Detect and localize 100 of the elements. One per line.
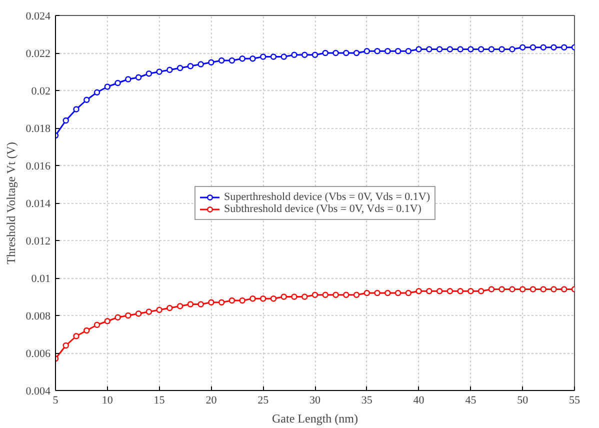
x-tick-label: 20 [206,394,218,406]
y-tick-label: 0.012 [26,236,50,248]
point [530,286,536,292]
point [250,296,256,302]
point [156,306,162,313]
point [135,74,142,80]
point [176,303,184,310]
point [509,286,516,292]
point [187,301,194,308]
x-tick-label: 5 [52,394,59,406]
x-axis-title: Gate Length (nm) [272,412,358,426]
point [436,46,443,52]
point [550,44,557,50]
point [530,44,536,50]
point [520,286,526,292]
y-tick-label: 0.006 [26,348,51,360]
point [416,46,422,52]
point [478,288,484,294]
point [260,296,266,302]
point [146,70,152,77]
point [125,312,132,319]
point [446,46,454,52]
point [260,54,266,60]
point [374,48,380,54]
point [374,290,380,296]
x-tick-label: 15 [154,394,166,406]
point [561,286,568,292]
x-tick-label: 45 [465,394,477,406]
point [156,68,162,75]
point [457,288,464,294]
y-tick-label: 0.02 [31,86,50,98]
point [146,308,152,315]
point [332,292,339,298]
point [405,48,412,54]
point [446,288,454,294]
point [302,52,308,58]
point [135,310,142,317]
point [280,294,287,300]
point [73,106,80,112]
point [353,292,360,298]
point [125,76,132,82]
point [416,288,422,294]
x-tick-label: 40 [413,394,425,406]
point [426,288,432,294]
y-tick-label: 0.018 [26,123,51,135]
point [166,66,173,73]
y-tick-label: 0.016 [26,160,51,172]
point [384,290,391,296]
point [312,292,318,298]
point [540,44,546,50]
point [270,296,277,302]
point [550,286,557,292]
point [84,327,90,334]
point [332,50,339,56]
point [498,46,505,52]
point [208,59,214,66]
legend-label: Subthreshold device (Vbs = 0V, Vds = 0.1V) [224,202,422,214]
point [364,290,370,296]
point [364,48,370,54]
x-tick-label: 25 [258,394,270,406]
point [73,333,80,340]
point [291,52,298,58]
point [62,342,69,349]
point [198,301,204,308]
y-tick-label: 0.01 [31,273,50,285]
point [228,297,236,304]
point [343,292,350,298]
y-tick-label: 0.004 [26,386,51,398]
point [84,96,90,103]
point [239,56,246,62]
point [166,304,173,312]
point [540,286,546,292]
point [498,286,505,292]
point [218,299,225,306]
point [394,48,402,54]
x-tick-label: 35 [361,394,373,406]
point [208,299,214,306]
x-tick-label: 10 [102,394,114,406]
point [457,46,464,52]
y-tick-label: 0.022 [26,48,50,60]
point [176,64,184,72]
point [94,322,100,328]
point [218,57,225,64]
point [198,61,204,68]
point [114,314,121,320]
y-axis-title: Threshold Voltage Vt (V) [4,142,18,264]
point [322,292,328,298]
y-tick-label: 0.024 [26,10,51,22]
point [488,46,495,52]
point [250,56,256,62]
point [509,46,516,52]
point [291,294,298,300]
point [478,46,484,52]
point [228,57,236,64]
point [280,54,287,60]
point [426,46,432,52]
point [561,44,568,50]
point [436,288,443,294]
point [353,50,360,56]
x-tick-label: 55 [569,394,580,406]
